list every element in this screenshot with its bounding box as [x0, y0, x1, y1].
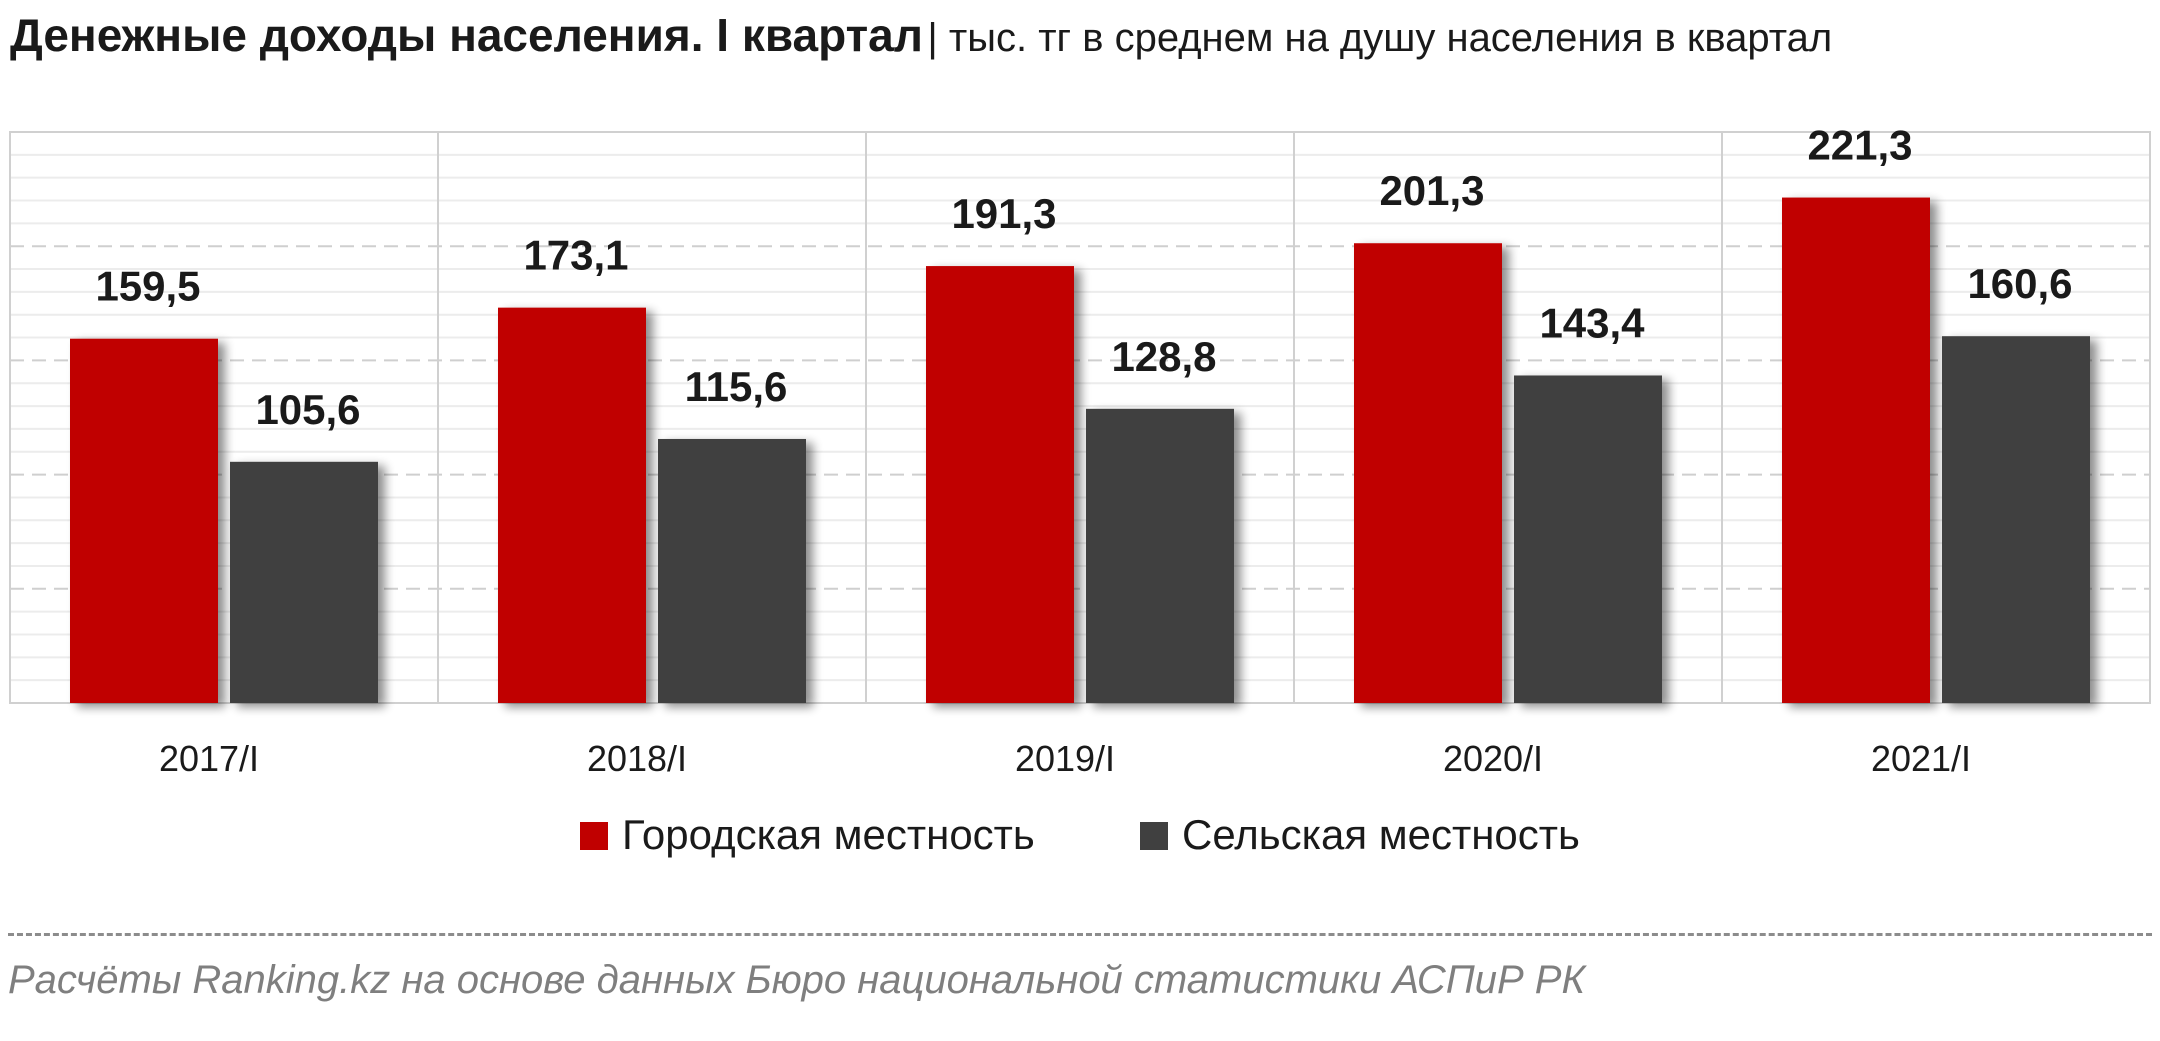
x-tick-label: 2019/I: [1015, 738, 1115, 779]
legend-swatch: [580, 822, 608, 850]
bar-rural-2021/I: [1942, 336, 2090, 703]
legend-label: Сельская местность: [1182, 811, 1580, 858]
x-tick-label: 2020/I: [1443, 738, 1543, 779]
plot-frame: [9, 131, 2151, 704]
legend: Городская местность Сельская местность: [580, 811, 1580, 858]
data-label: 191,3: [951, 190, 1056, 237]
data-label: 173,1: [523, 232, 628, 279]
data-label: 128,8: [1111, 333, 1216, 380]
bar-chart: 159,5 173,1 191,3 201,3 221,3 105,6 115,6 128,8…: [9, 122, 2151, 858]
bar-urban-2021/I: [1782, 197, 1930, 704]
bar-rural-2019/I: [1086, 408, 1234, 703]
x-tick-label: 2021/I: [1871, 738, 1971, 779]
x-tick-label: 2017/I: [159, 738, 259, 779]
legend-swatch: [1140, 822, 1168, 850]
chart-header: Денежные доходы населения. I квартал | т…: [10, 8, 2150, 70]
data-labels: 159,5 173,1 191,3 201,3 221,3 105,6 115,6 128,8…: [95, 122, 2072, 433]
bar-urban-2017/I: [70, 338, 218, 703]
bar-urban-2020/I: [1354, 243, 1502, 703]
x-axis: 2017/I 2018/I 2019/I 2020/I 2021/I: [159, 738, 1971, 779]
chart-subtitle: | тыс. тг в среднем на душу населения в …: [927, 16, 1833, 60]
chart-title: Денежные доходы населения. I квартал: [10, 9, 923, 61]
data-label: 115,6: [685, 363, 788, 410]
bar-urban-2019/I: [926, 266, 1074, 703]
bar-rural-2020/I: [1514, 375, 1662, 703]
data-label: 221,3: [1807, 122, 1912, 169]
bar-urban-2018/I: [498, 307, 646, 703]
bars: [70, 197, 2090, 704]
bar-rural-2017/I: [230, 461, 378, 703]
data-label: 143,4: [1539, 299, 1645, 346]
data-label: 159,5: [95, 263, 200, 310]
legend-label: Городская местность: [622, 811, 1035, 858]
data-label: 105,6: [255, 386, 360, 433]
data-label: 160,6: [1967, 260, 2072, 307]
footer-divider: [8, 933, 2152, 936]
data-label: 201,3: [1379, 167, 1484, 214]
bar-rural-2018/I: [658, 438, 806, 703]
source-note: Расчёты Ranking.kz на основе данных Бюро…: [8, 958, 1586, 1002]
x-tick-label: 2018/I: [587, 738, 687, 779]
